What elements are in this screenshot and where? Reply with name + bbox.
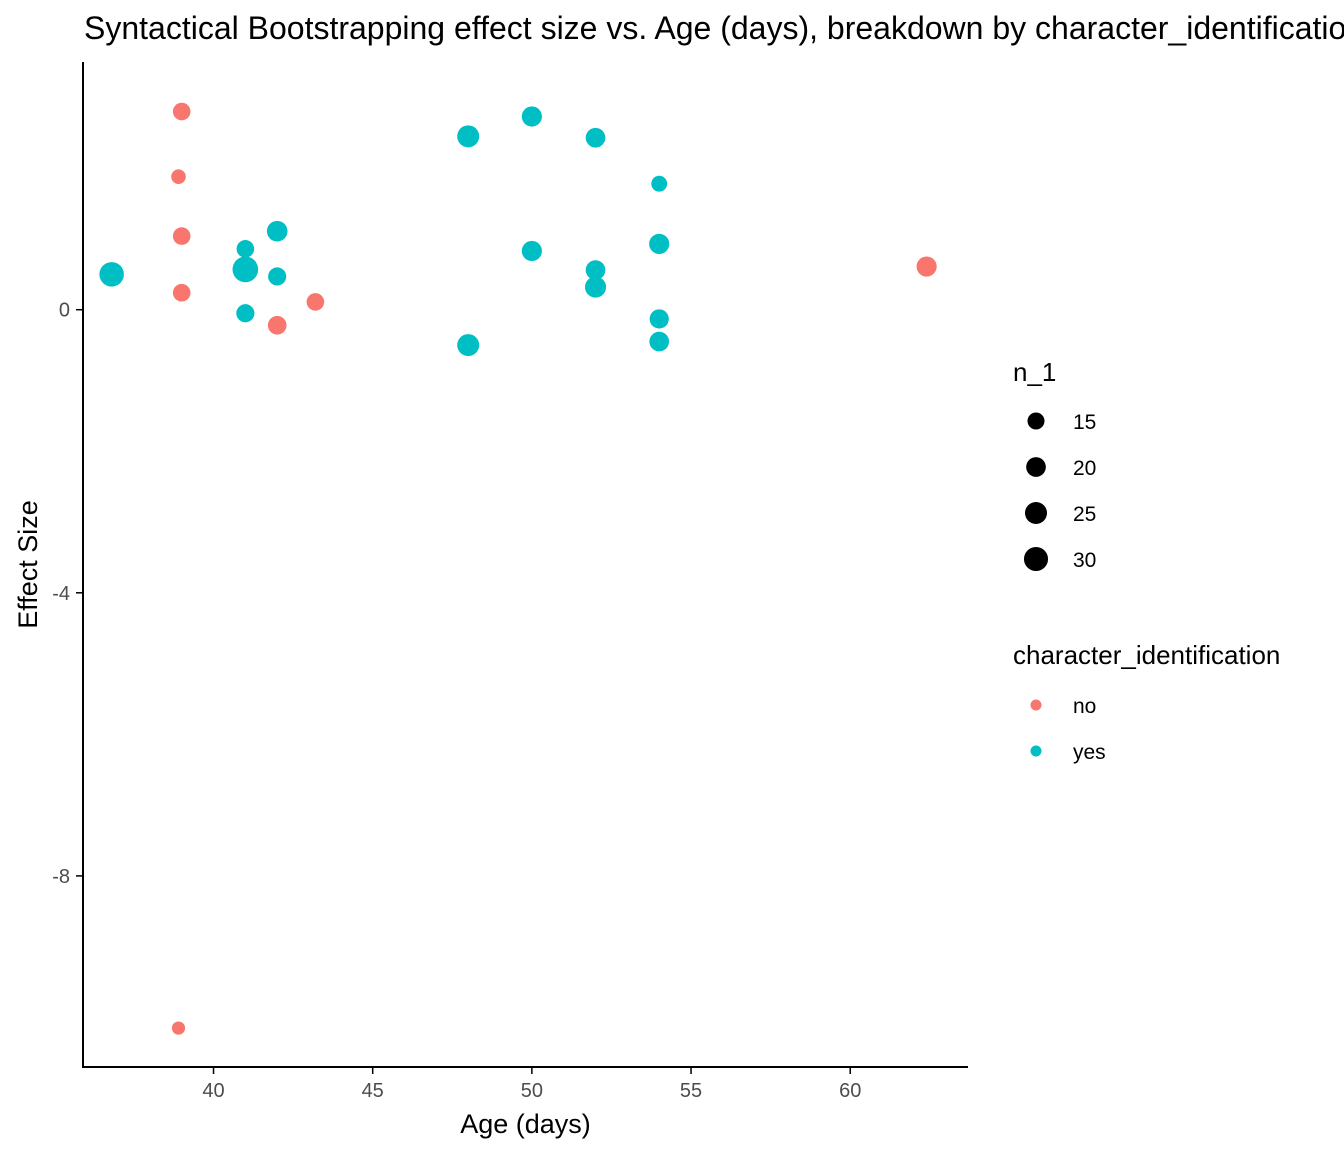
y-axis-title: Effect Size: [13, 500, 43, 629]
x-tick-label: 60: [839, 1080, 861, 1102]
x-tick-label: 50: [521, 1080, 543, 1102]
data-point-no: [171, 1021, 186, 1035]
color-legend-label-no: no: [1073, 695, 1096, 718]
data-point-yes: [236, 240, 255, 258]
size-legend-label: 20: [1073, 457, 1096, 480]
data-point-no: [267, 315, 287, 335]
data-point-yes: [585, 127, 606, 148]
data-point-yes: [521, 240, 542, 262]
color-legend-label-yes: yes: [1073, 741, 1106, 764]
data-points: [99, 102, 937, 1035]
data-point-yes: [585, 260, 606, 280]
data-point-yes: [649, 309, 669, 329]
data-point-yes: [649, 331, 670, 352]
data-point-no: [916, 256, 937, 277]
data-point-yes: [649, 233, 670, 254]
color-legend-key-yes: [1030, 745, 1042, 757]
y-tick-label: 0: [59, 300, 70, 322]
data-point-yes: [99, 262, 124, 287]
y-tick-label: -4: [52, 583, 70, 605]
y-tick-label: -8: [52, 866, 70, 888]
x-axis-title: Age (days): [460, 1109, 591, 1139]
data-point-no: [172, 102, 191, 121]
data-point-yes: [236, 304, 255, 323]
x-tick-label: 45: [362, 1080, 384, 1102]
data-point-yes: [232, 256, 259, 283]
data-point-yes: [584, 276, 607, 298]
size-legend-key: [1026, 457, 1046, 477]
data-point-yes: [457, 334, 480, 357]
x-tick-label: 55: [680, 1080, 702, 1102]
size-legend-title: n_1: [1013, 357, 1056, 387]
size-legend-key: [1025, 502, 1047, 524]
data-point-yes: [521, 106, 542, 127]
data-point-yes: [651, 175, 668, 192]
size-legend-label: 30: [1073, 549, 1096, 572]
color-legend-key-no: [1030, 699, 1042, 711]
data-point-no: [171, 169, 186, 184]
data-point-yes: [457, 125, 480, 148]
axes: 40 45 50 55 60 -8 -4 0 Age (days) Effect Size: [13, 62, 968, 1139]
color-legend-title: character_identification: [1013, 640, 1280, 670]
size-legend-label: 25: [1073, 503, 1096, 526]
size-legend-key: [1023, 546, 1049, 572]
data-point-yes: [268, 267, 287, 286]
size-legend-label: 15: [1073, 411, 1096, 434]
size-legend-key: [1027, 412, 1045, 430]
data-point-no: [172, 227, 191, 245]
data-point-no: [172, 283, 191, 302]
chart-title: Syntactical Bootstrapping effect size vs…: [84, 10, 1344, 46]
data-point-yes: [266, 220, 288, 242]
data-point-no: [306, 293, 325, 311]
x-tick-label: 40: [202, 1080, 224, 1102]
